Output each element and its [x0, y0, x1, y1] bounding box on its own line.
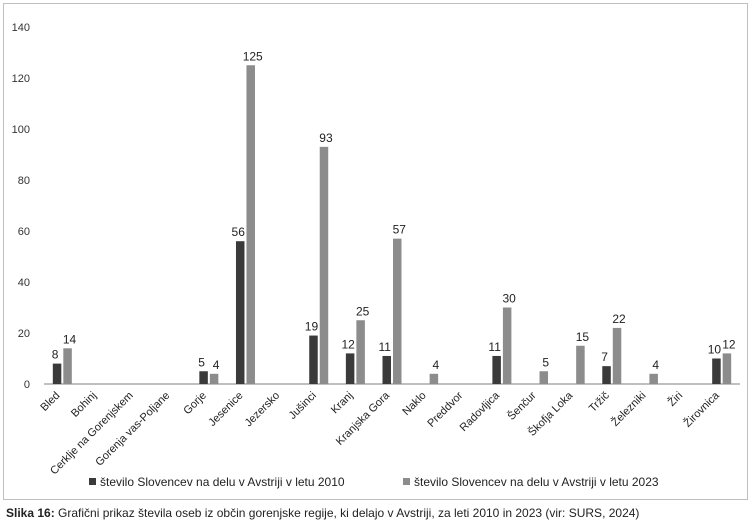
category-label: Bled [38, 390, 62, 414]
bar-series-1 [382, 355, 391, 384]
category-label: Radovljica [458, 389, 503, 434]
caption-text: Grafični prikaz števila oseb iz občin go… [54, 506, 640, 520]
category-label: Železniki [609, 389, 649, 429]
bar-series-1 [345, 353, 355, 384]
data-label: 8 [52, 348, 59, 362]
data-label: 5 [542, 355, 549, 369]
legend-swatch-1 [89, 478, 96, 485]
category-label: Jesenice [206, 390, 245, 429]
bar-series-2 [246, 65, 255, 384]
data-label: 4 [652, 358, 659, 372]
category-label: Jezersko [243, 390, 283, 430]
category-label: Naklo [400, 390, 428, 418]
category-label: Gorenja vas-Poljane [93, 390, 172, 469]
legend-swatch-2 [403, 478, 410, 485]
y-tick-label: 80 [18, 175, 30, 187]
data-label: 4 [213, 358, 220, 372]
category-label: Šenčur [505, 389, 539, 423]
category-label: Bohinj [69, 390, 99, 420]
bar-series-2 [576, 345, 585, 384]
figure-caption: Slika 16: Grafični prikaz števila oseb i… [6, 506, 639, 520]
bar-series-1 [52, 363, 62, 384]
category-label: Jušinci [287, 390, 319, 422]
bar-series-2 [209, 373, 219, 384]
y-tick-label: 140 [12, 22, 30, 34]
bar-series-1 [309, 335, 318, 384]
bar-series-2 [319, 146, 329, 384]
y-tick-label: 0 [24, 379, 30, 391]
bar-series-1 [199, 371, 208, 384]
data-label: 56 [232, 225, 246, 239]
bar-series-1 [492, 355, 501, 384]
y-tick-label: 20 [18, 328, 30, 340]
data-label: 22 [612, 312, 626, 326]
chart-frame: 0 20 40 60 80 100 120 140 8 14 5 4 56 125 19 93 12 25 11 5… [3, 3, 748, 500]
data-label: 93 [319, 131, 333, 145]
data-label: 30 [502, 292, 516, 306]
data-label: 57 [393, 223, 407, 237]
category-label: Žiri [665, 389, 685, 409]
data-label: 125 [243, 49, 263, 63]
data-label: 14 [63, 332, 77, 346]
bar-series-1 [712, 358, 721, 384]
caption-label: Slika 16: [6, 506, 55, 520]
data-label: 11 [488, 340, 501, 354]
legend: število Slovencev na delu v Avstriji v l… [89, 475, 659, 489]
legend-label-1: število Slovencev na delu v Avstriji v l… [100, 475, 345, 489]
bar-series-2 [63, 348, 72, 384]
data-label: 25 [356, 304, 370, 318]
y-tick-label: 120 [12, 73, 30, 85]
y-axis-ticks: 0 20 40 60 80 100 120 140 [12, 22, 30, 391]
bar-series-1 [602, 366, 611, 384]
bar-series-2 [393, 238, 402, 384]
category-label: Gorje [181, 390, 209, 418]
category-label: Tržič [587, 389, 612, 414]
bar-series-2 [612, 327, 622, 384]
y-tick-label: 40 [18, 277, 30, 289]
bar-series-2 [722, 353, 732, 384]
data-label: 12 [722, 337, 736, 351]
bar-series-1 [235, 241, 245, 384]
bar-series-2 [539, 371, 549, 384]
data-label: 7 [601, 350, 608, 364]
data-label: 4 [433, 358, 440, 372]
bar-series-2 [429, 373, 439, 384]
bar-series-2 [502, 307, 512, 384]
bar-series-2 [649, 373, 658, 384]
bar-series-2 [356, 320, 365, 384]
data-label: 19 [305, 320, 319, 334]
bars [52, 65, 732, 384]
data-label: 12 [341, 337, 355, 351]
legend-label-2: število Slovencev na delu v Avstriji v l… [414, 475, 659, 489]
y-tick-label: 100 [12, 124, 30, 136]
data-label: 15 [576, 330, 590, 344]
category-label: Kranj [329, 390, 356, 417]
y-tick-label: 60 [18, 226, 30, 238]
data-label: 10 [708, 343, 722, 357]
category-label: Žirovnica [681, 388, 722, 429]
data-label: 11 [379, 340, 392, 354]
data-label: 5 [198, 355, 205, 369]
